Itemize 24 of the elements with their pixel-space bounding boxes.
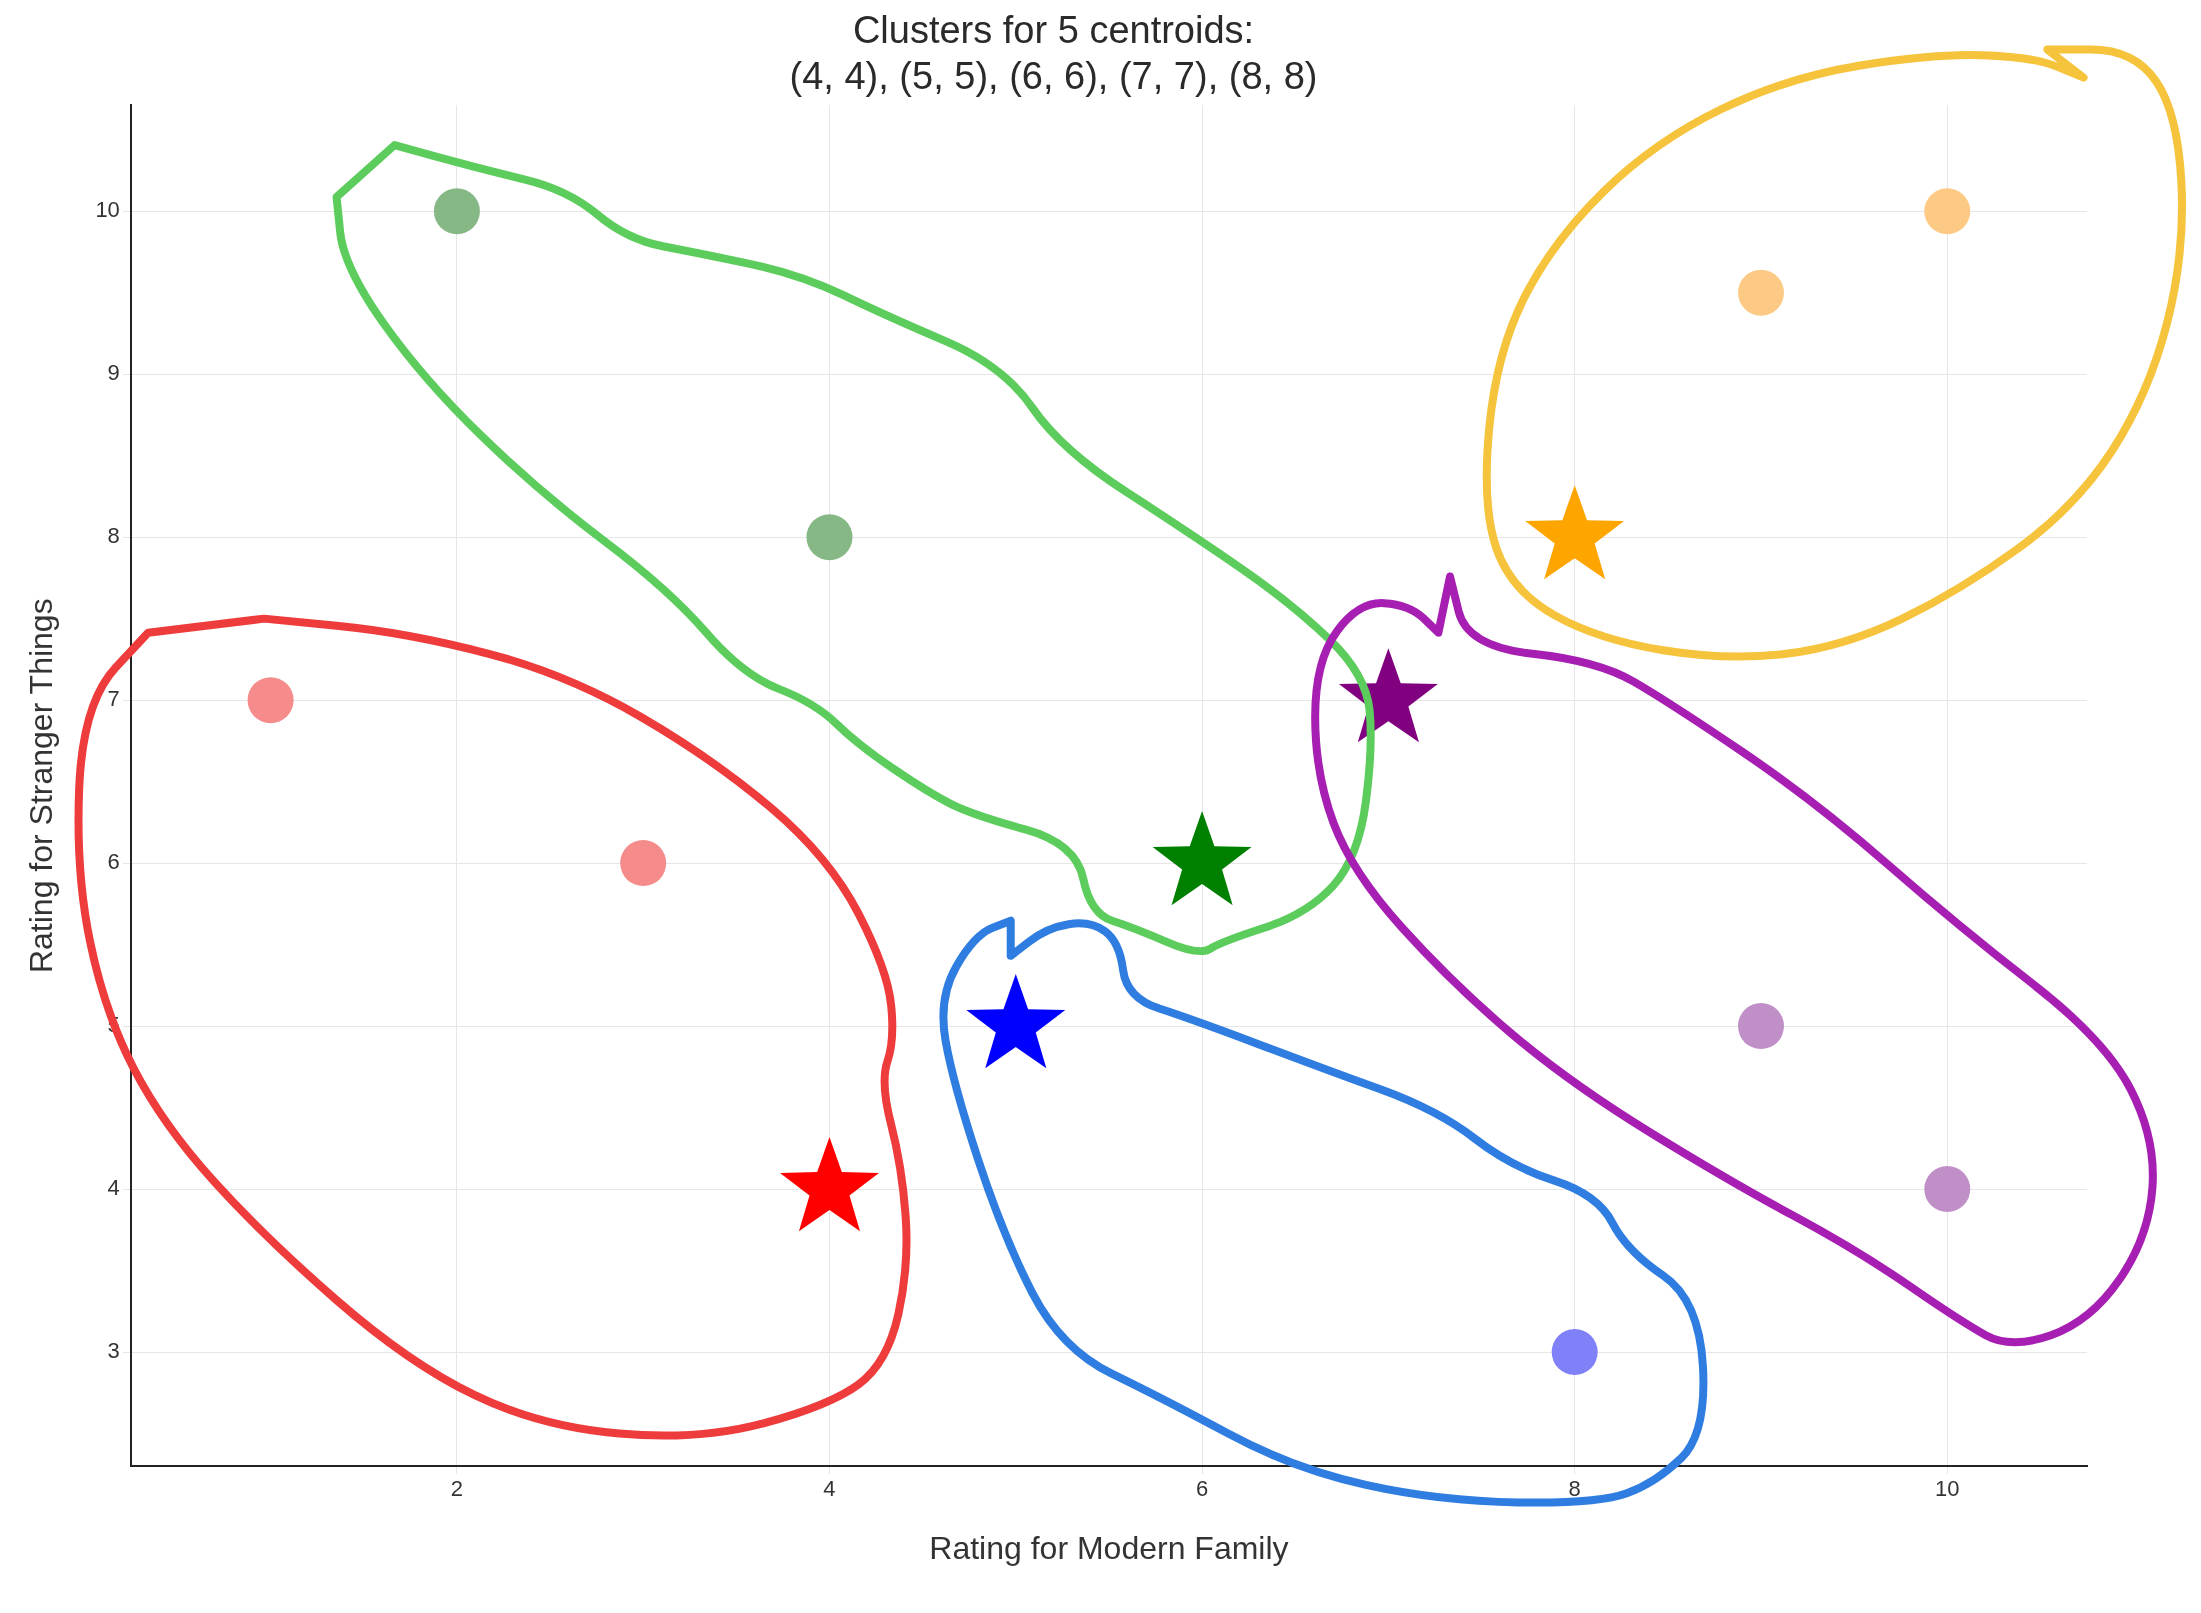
point — [806, 514, 853, 561]
y-tick-label: 3 — [107, 1338, 120, 1364]
y-tick-label: 10 — [95, 197, 120, 223]
point — [433, 188, 480, 235]
point — [247, 677, 294, 724]
y-tick-label: 6 — [107, 849, 120, 875]
y-tick-label: 9 — [107, 360, 120, 386]
point — [1737, 269, 1784, 316]
x-tick-label: 8 — [1568, 1476, 1581, 1502]
chart-title: Clusters for 5 centroids: (4, 4), (5, 5), (6, 6), (7, 7), (8, 8) — [789, 9, 1318, 97]
y-tick-label: 4 — [107, 1175, 120, 1201]
y-tick-label: 7 — [107, 686, 120, 712]
point — [1924, 1166, 1971, 1213]
x-tick-label: 2 — [450, 1476, 464, 1502]
y-axis-title: Rating for Stranger Things — [23, 598, 60, 974]
point — [620, 840, 667, 887]
point — [1551, 1329, 1598, 1376]
x-tick-label: 6 — [1195, 1476, 1209, 1502]
point — [1924, 188, 1971, 235]
x-tick-label: 10 — [1935, 1476, 1960, 1502]
y-tick-label: 8 — [107, 523, 120, 549]
x-axis-title: Rating for Modern Family — [929, 1529, 1289, 1566]
x-tick-label: 4 — [823, 1476, 836, 1502]
point — [1737, 1003, 1784, 1050]
